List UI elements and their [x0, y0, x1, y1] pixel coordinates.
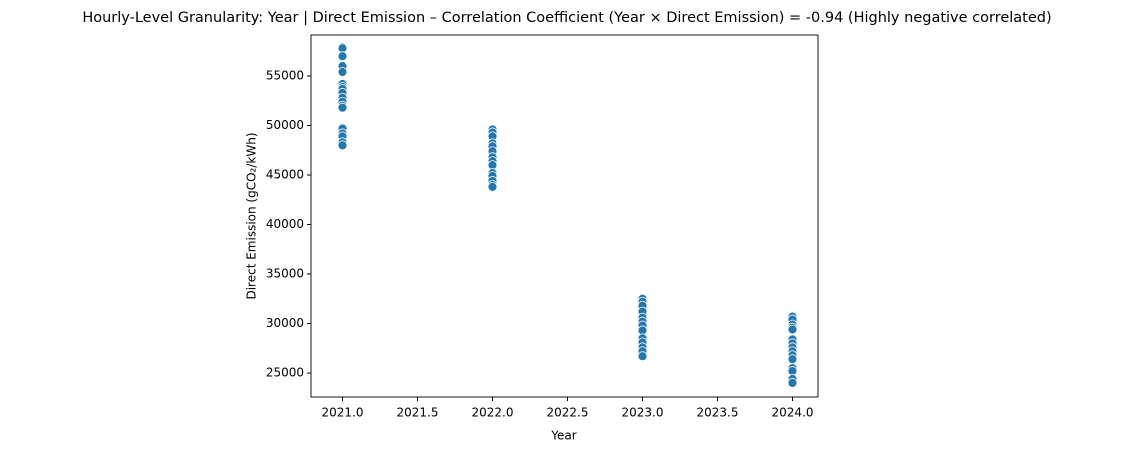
point [787, 354, 798, 365]
y-axis-label: Direct Emission (gCO₂/kWh) [245, 132, 259, 299]
x-tick-label: 2024.0 [772, 406, 814, 420]
x-tick-label: 2021.0 [322, 406, 364, 420]
y-tick-label: 50000 [266, 118, 304, 132]
point [787, 324, 798, 335]
x-tick-label: 2023.5 [697, 406, 739, 420]
plot-frame [310, 34, 819, 398]
y-tick-label: 55000 [266, 68, 304, 82]
point [337, 140, 348, 151]
y-tick-label: 35000 [266, 267, 304, 281]
point [487, 181, 498, 192]
x-tick-label: 2022.5 [547, 406, 589, 420]
y-tick-label: 45000 [266, 168, 304, 182]
x-tick-label: 2021.5 [397, 406, 439, 420]
point [337, 67, 348, 77]
y-tick-label: 25000 [266, 366, 304, 380]
y-tick-label: 40000 [266, 217, 304, 231]
x-axis-label: Year [550, 429, 576, 443]
point [787, 378, 798, 388]
point [337, 51, 348, 62]
point [637, 351, 648, 362]
y-tick-label: 30000 [266, 316, 304, 330]
x-tick-label: 2022.0 [472, 406, 514, 420]
point [337, 102, 348, 113]
chart-title: Hourly-Level Granularity: Year | Direct … [82, 10, 1051, 26]
x-tick-label: 2023.0 [622, 406, 664, 420]
